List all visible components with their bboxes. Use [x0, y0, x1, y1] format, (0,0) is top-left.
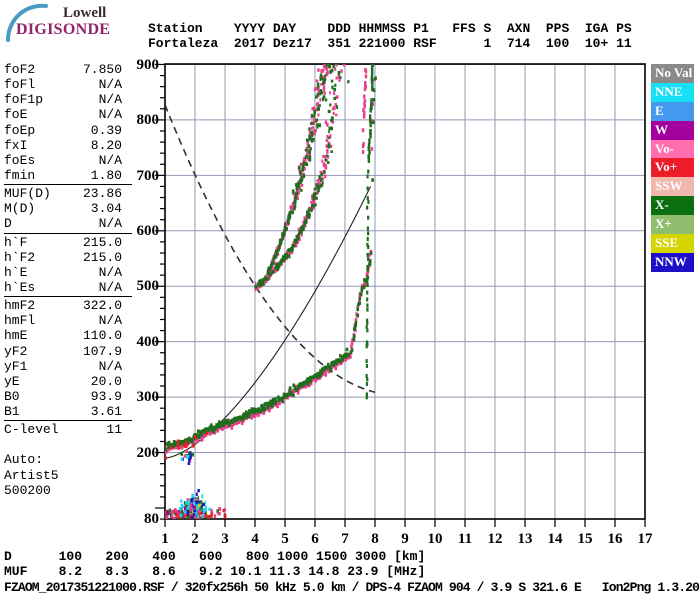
svg-text:700: 700: [137, 168, 160, 184]
svg-text:500: 500: [137, 278, 160, 294]
svg-text:800: 800: [137, 112, 160, 128]
svg-text:600: 600: [137, 223, 160, 239]
svg-text:11: 11: [458, 531, 472, 547]
svg-text:200: 200: [137, 445, 160, 461]
svg-text:7: 7: [341, 531, 349, 547]
svg-text:6: 6: [311, 531, 319, 547]
svg-text:300: 300: [137, 389, 160, 405]
svg-text:16: 16: [608, 531, 624, 547]
svg-text:3: 3: [221, 531, 229, 547]
svg-text:900: 900: [137, 57, 160, 73]
svg-text:14: 14: [548, 531, 564, 547]
svg-text:9: 9: [401, 531, 409, 547]
svg-text:2: 2: [191, 531, 199, 547]
svg-text:80: 80: [144, 511, 159, 527]
svg-text:10: 10: [428, 531, 443, 547]
svg-text:17: 17: [638, 531, 654, 547]
svg-text:4: 4: [251, 531, 259, 547]
svg-text:15: 15: [578, 531, 593, 547]
svg-text:1: 1: [161, 531, 169, 547]
svg-text:12: 12: [488, 531, 503, 547]
svg-text:13: 13: [518, 531, 533, 547]
svg-text:8: 8: [371, 531, 379, 547]
svg-text:400: 400: [137, 334, 160, 350]
svg-text:5: 5: [281, 531, 289, 547]
